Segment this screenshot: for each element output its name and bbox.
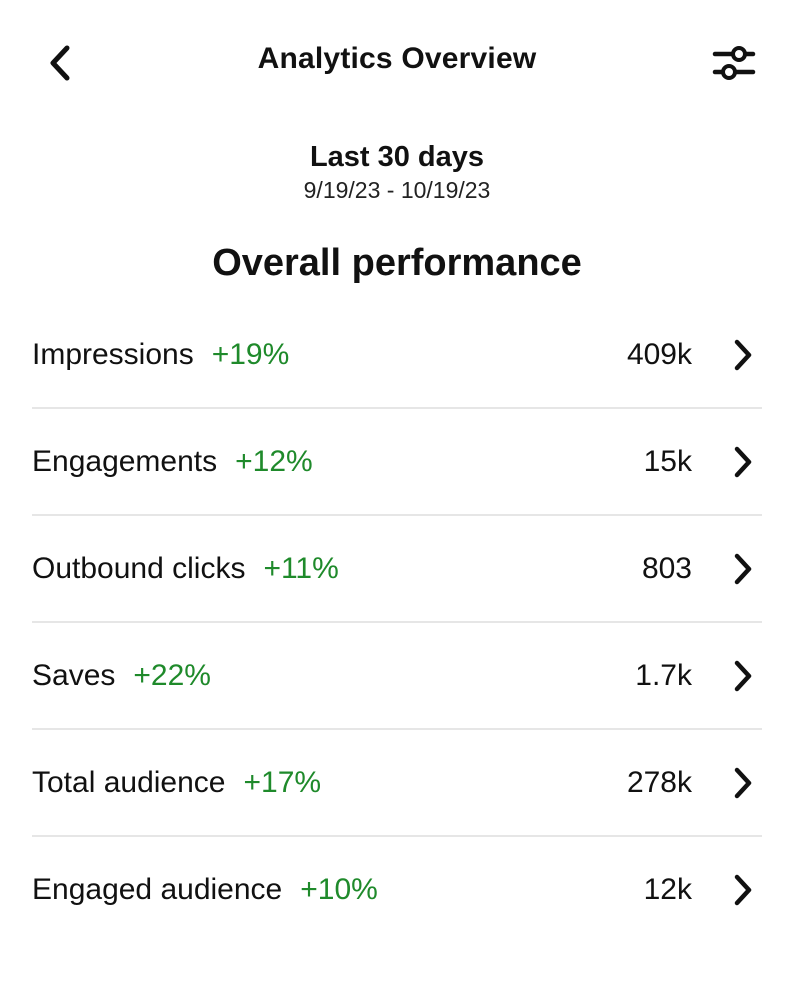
sliders-icon (712, 46, 756, 80)
metric-name: Saves (32, 658, 116, 692)
metrics-list: Impressions +19% 409k Engagements +12% 1… (32, 302, 762, 942)
metric-value: 803 (641, 551, 692, 585)
metric-row-engagements[interactable]: Engagements +12% 15k (32, 409, 762, 516)
metric-value: 278k (626, 765, 692, 799)
metric-row-saves[interactable]: Saves +22% 1.7k (32, 623, 762, 730)
chevron-right-icon (730, 658, 756, 694)
page-title: Analytics Overview (257, 42, 537, 75)
metric-name: Engaged audience (32, 872, 283, 906)
back-button[interactable] (36, 38, 86, 88)
metric-value: 409k (626, 337, 692, 371)
chevron-left-icon (50, 45, 70, 81)
metric-name: Outbound clicks (32, 551, 246, 585)
section-title: Overall performance (212, 242, 582, 284)
metric-change: +11% (263, 551, 339, 585)
metric-row-impressions[interactable]: Impressions +19% 409k (32, 302, 762, 409)
metric-value: 12k (643, 872, 692, 906)
header-bar: Analytics Overview (0, 0, 794, 122)
metric-value: 1.7k (635, 658, 692, 692)
metric-value: 15k (643, 444, 692, 478)
chevron-right-icon (730, 337, 756, 373)
metric-change: +10% (300, 872, 378, 906)
metric-change: +19% (211, 337, 290, 371)
chevron-right-icon (730, 872, 756, 908)
chevron-right-icon (730, 765, 756, 801)
date-range: Last 30 days 9/19/23 - 10/19/23 (0, 138, 794, 204)
metric-change: +12% (235, 444, 313, 478)
metric-change: +17% (243, 765, 322, 799)
metric-row-total-audience[interactable]: Total audience +17% 278k (32, 730, 762, 837)
chevron-right-icon (730, 551, 756, 587)
metric-row-outbound-clicks[interactable]: Outbound clicks +11% 803 (32, 516, 762, 623)
date-range-dates: 9/19/23 - 10/19/23 (303, 177, 491, 203)
filter-button[interactable] (706, 38, 762, 88)
metric-row-engaged-audience[interactable]: Engaged audience +10% 12k (32, 837, 762, 942)
metric-change: +22% (133, 658, 211, 692)
metric-name: Engagements (32, 444, 218, 478)
metric-name: Impressions (32, 337, 194, 371)
metric-name: Total audience (32, 765, 226, 799)
date-range-label: Last 30 days (309, 141, 485, 173)
chevron-right-icon (730, 444, 756, 480)
